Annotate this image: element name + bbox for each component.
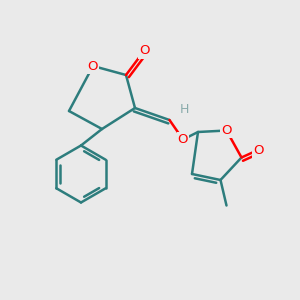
Text: H: H — [180, 103, 189, 116]
Text: O: O — [253, 143, 263, 157]
Text: O: O — [178, 133, 188, 146]
Text: O: O — [139, 44, 149, 58]
Text: O: O — [221, 124, 232, 137]
Text: O: O — [88, 59, 98, 73]
